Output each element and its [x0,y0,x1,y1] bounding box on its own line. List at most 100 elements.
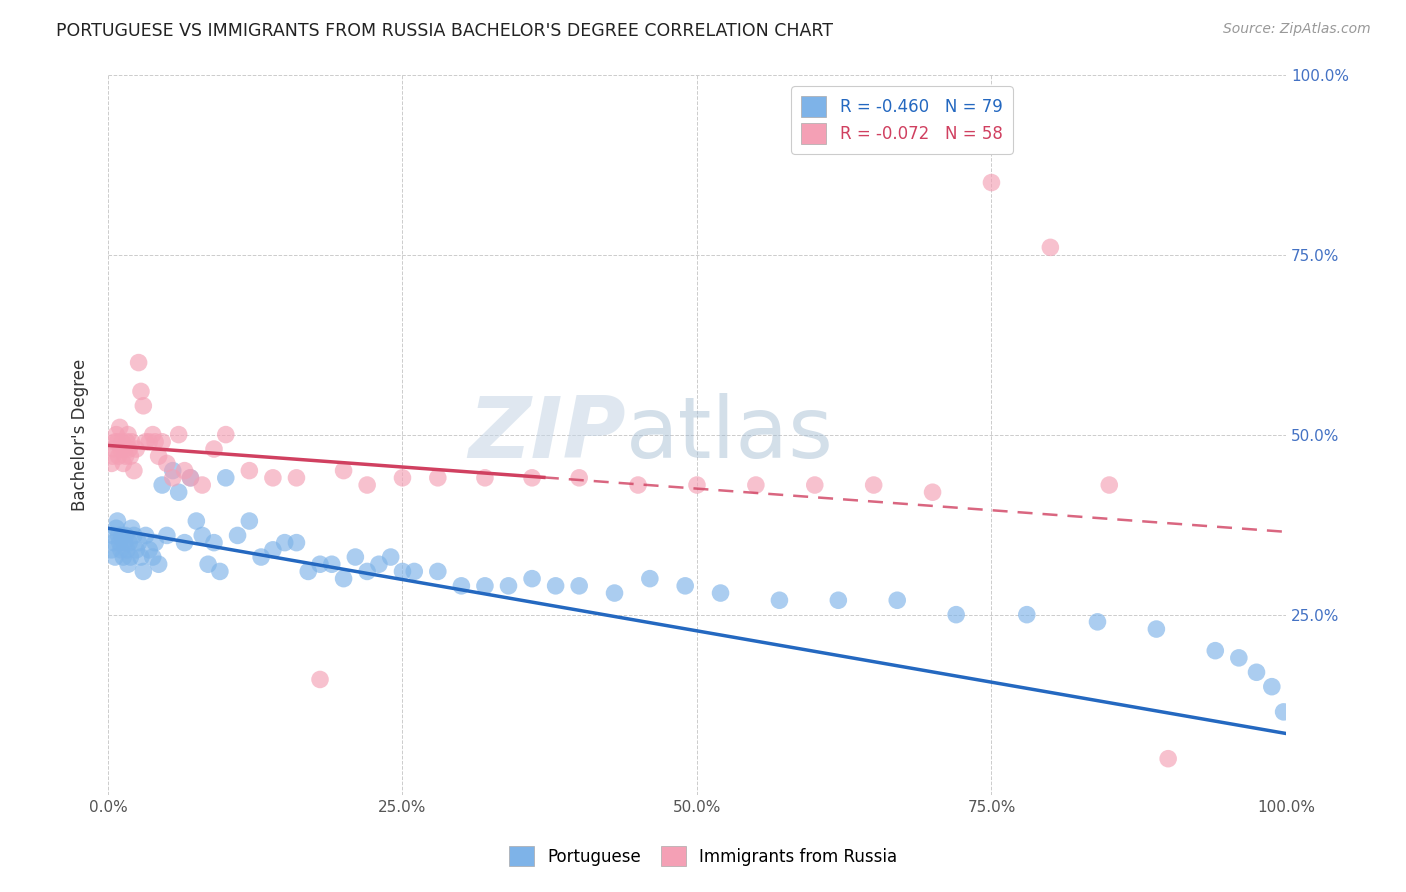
Point [285,471,308,485]
Point [450,579,472,593]
Point [520,572,543,586]
Point [148,558,170,572]
Point [285,535,308,549]
Point [125,442,148,456]
Point [356,478,378,492]
Text: ZIP: ZIP [468,393,626,476]
Point [107,434,129,449]
Point [368,558,391,572]
Point [108,420,131,434]
Point [332,464,354,478]
Point [132,399,155,413]
Point [568,579,591,593]
Point [262,471,284,485]
Point [129,549,152,564]
Point [105,521,128,535]
Point [215,427,238,442]
Point [709,586,731,600]
Point [108,535,131,549]
Point [111,434,134,449]
Point [215,471,238,485]
Point [1087,615,1109,629]
Point [1039,240,1062,254]
Y-axis label: Bachelor's Degree: Bachelor's Degree [72,359,89,511]
Point [186,514,208,528]
Point [886,593,908,607]
Point [827,593,849,607]
Point [309,558,332,572]
Point [1246,665,1268,680]
Point [474,579,496,593]
Point [156,457,179,471]
Point [745,478,768,492]
Legend: Portuguese, Immigrants from Russia: Portuguese, Immigrants from Russia [502,839,904,873]
Point [120,549,142,564]
Point [332,572,354,586]
Point [321,558,343,572]
Point [121,434,143,449]
Point [150,478,173,492]
Point [179,471,201,485]
Point [380,549,402,564]
Point [768,593,790,607]
Point [1098,478,1121,492]
Point [135,434,157,449]
Point [156,528,179,542]
Point [498,579,520,593]
Point [173,464,195,478]
Point [103,535,125,549]
Point [128,535,150,549]
Point [114,528,136,542]
Point [1157,752,1180,766]
Point [107,449,129,463]
Point [191,478,214,492]
Point [122,528,145,542]
Point [426,565,449,579]
Point [603,586,626,600]
Point [167,427,190,442]
Point [115,542,138,557]
Point [391,565,413,579]
Point [238,514,260,528]
Point [273,535,295,549]
Point [226,528,249,542]
Point [1144,622,1167,636]
Point [107,514,129,528]
Point [921,485,943,500]
Point [344,549,367,564]
Point [118,535,141,549]
Point [426,471,449,485]
Point [110,542,132,557]
Point [1227,651,1250,665]
Point [129,384,152,399]
Point [162,464,184,478]
Point [1204,643,1226,657]
Point [125,542,148,557]
Point [100,542,122,557]
Point [122,464,145,478]
Point [114,442,136,456]
Text: PORTUGUESE VS IMMIGRANTS FROM RUSSIA BACHELOR'S DEGREE CORRELATION CHART: PORTUGUESE VS IMMIGRANTS FROM RUSSIA BAC… [56,22,834,40]
Point [202,535,225,549]
Point [142,427,165,442]
Point [202,442,225,456]
Point [197,558,219,572]
Point [356,565,378,579]
Point [520,471,543,485]
Point [250,549,273,564]
Point [391,471,413,485]
Point [148,449,170,463]
Point [404,565,426,579]
Point [1261,680,1284,694]
Point [121,521,143,535]
Point [143,434,166,449]
Point [1015,607,1038,622]
Point [627,478,650,492]
Point [132,565,155,579]
Point [112,549,135,564]
Point [638,572,661,586]
Point [803,478,825,492]
Text: atlas: atlas [626,393,834,476]
Point [980,176,1002,190]
Point [568,471,591,485]
